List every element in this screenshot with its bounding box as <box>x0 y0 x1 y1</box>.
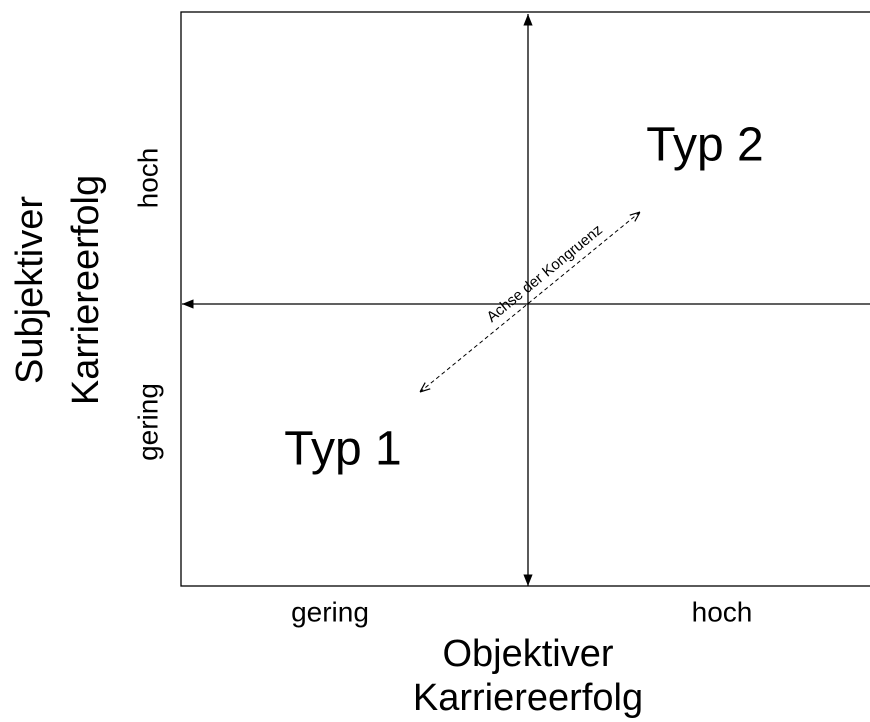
y-high-label: hoch <box>132 148 163 209</box>
frame <box>180 11 870 587</box>
quadrant-label: Typ 1 <box>284 423 401 476</box>
x-low-label: gering <box>291 596 369 627</box>
y-axis-label: Karriereerfolg <box>65 175 107 405</box>
y-axis-label: Subjektiver <box>9 196 51 384</box>
x-axis-label: Objektiver <box>442 633 613 675</box>
x-axis-label: Karriereerfolg <box>413 677 643 719</box>
congruence-arrow <box>420 212 640 392</box>
quadrant-label: Typ 2 <box>646 119 763 172</box>
congruence-label: Achse der Kongruenz <box>483 221 605 326</box>
y-low-label: gering <box>132 383 163 461</box>
x-high-label: hoch <box>692 596 753 627</box>
